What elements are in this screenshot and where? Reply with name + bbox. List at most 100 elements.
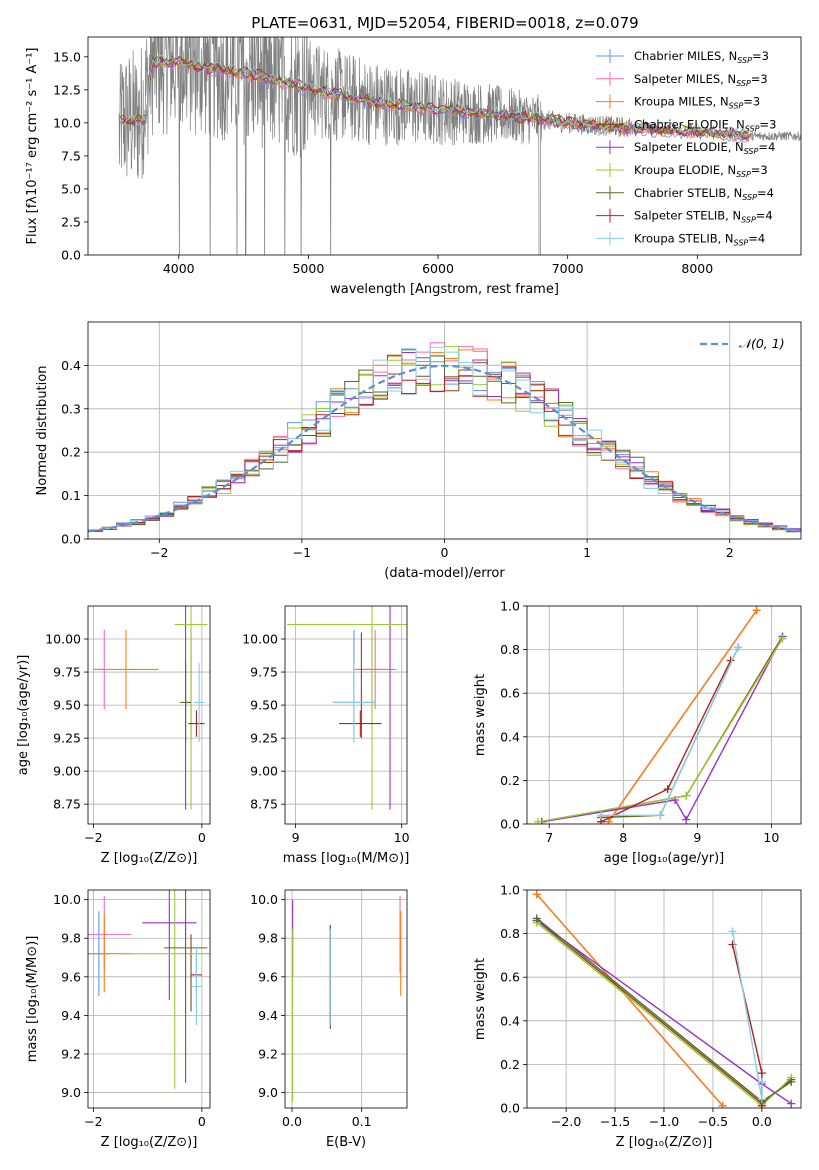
weight-line — [541, 636, 784, 823]
weight-marker — [597, 811, 606, 820]
weight-line — [541, 636, 784, 823]
x-tick-label: 0 — [198, 830, 206, 845]
panel-mass-weight-vs-age: 7 8 9 10 0.0 0.2 0.4 0.6 0.8 1.0 age [log₁₀(age/yr… — [473, 599, 802, 866]
weight-marker — [757, 1069, 766, 1078]
y-tick-label: 0.2 — [500, 773, 520, 788]
axes-frame — [526, 889, 802, 1109]
legend-entry: Chabrier ELODIE, NSSP=3 — [634, 117, 776, 133]
y-tick-label: 0.4 — [500, 729, 520, 744]
x-tick-label: 7 — [545, 830, 553, 845]
y-tick-label: 9.0 — [258, 1085, 278, 1100]
y-tick-label: 9.00 — [250, 764, 278, 779]
x-tick-label: 10 — [394, 830, 410, 845]
y-tick-label: 10.0 — [250, 892, 278, 907]
y-axis-label: Normed distribution — [35, 366, 50, 496]
legend-entry: Salpeter STELIB, NSSP=4 — [634, 209, 773, 225]
x-tick-label: 5000 — [292, 261, 324, 276]
y-tick-label: 9.2 — [61, 1046, 81, 1061]
plot-area — [118, 37, 801, 255]
plot-area — [88, 322, 801, 539]
x-tick-label: 0.0 — [752, 1114, 772, 1129]
weight-marker — [656, 811, 665, 820]
x-tick-label: −0.5 — [698, 1114, 728, 1129]
errorbar-kroupa-stelib — [193, 662, 205, 743]
model-line-kroupa-stelib — [120, 54, 750, 139]
y-tick-label: 9.4 — [258, 1008, 278, 1023]
weight-line — [601, 647, 739, 819]
y-tick-label: 0.8 — [500, 926, 520, 941]
x-tick-label: 10 — [763, 830, 779, 845]
y-tick-label: 0.2 — [61, 445, 81, 460]
x-tick-label: −2 — [84, 830, 102, 845]
legend-entry: Chabrier MILES, NSSP=3 — [634, 49, 769, 65]
x-tick-label: −1 — [293, 545, 311, 560]
y-tick-label: 0.2 — [500, 1057, 520, 1072]
axes-frame — [87, 605, 211, 825]
y-tick-label: 9.6 — [61, 969, 81, 984]
weight-series-kroupa-elodie — [534, 634, 787, 824]
y-tick-label: 0.6 — [500, 686, 520, 701]
y-tick-label: 8.75 — [250, 797, 278, 812]
histogram-salpeter-stelib — [88, 366, 801, 532]
legend: Chabrier MILES, NSSP=3 Salpeter MILES, NS… — [596, 49, 776, 247]
weight-marker — [532, 914, 541, 923]
y-tick-label: 9.8 — [258, 931, 278, 946]
plot-area — [527, 890, 801, 1108]
weight-line — [601, 647, 739, 816]
weight-marker — [787, 1099, 796, 1108]
weight-marker — [757, 1095, 766, 1104]
plot-area — [88, 606, 210, 824]
errorbar-kroupa-stelib — [332, 662, 376, 743]
y-tick-label: 9.25 — [250, 731, 278, 746]
histogram-kroupa-stelib — [88, 346, 801, 532]
axes-frame — [284, 605, 408, 825]
y-tick-label: 12.5 — [53, 82, 81, 97]
x-axis-label: E(B-V) — [326, 1135, 366, 1150]
x-tick-label: 8 — [619, 830, 627, 845]
y-tick-label: 9.6 — [258, 969, 278, 984]
legend-entry: Salpeter ELODIE, NSSP=4 — [634, 140, 775, 156]
weight-series-kroupa-miles — [532, 890, 727, 1108]
y-tick-label: 1.0 — [500, 883, 520, 898]
axes-frame — [284, 889, 408, 1109]
y-tick-label: 9.50 — [53, 698, 81, 713]
legend-entry: Chabrier STELIB, NSSP=4 — [634, 186, 774, 202]
errorbar-kroupa-miles — [93, 629, 159, 710]
y-tick-label: 9.25 — [53, 731, 81, 746]
x-tick-label: −1.0 — [649, 1114, 679, 1129]
x-tick-label: 7000 — [552, 261, 584, 276]
weight-marker — [787, 1077, 796, 1086]
y-tick-label: 10.00 — [242, 632, 278, 647]
weight-marker — [663, 785, 672, 794]
x-tick-label: −1.5 — [600, 1114, 630, 1129]
x-axis-label: age [log₁₀(age/yr)] — [604, 851, 725, 866]
y-tick-label: 0.4 — [500, 1013, 520, 1028]
x-tick-label: 8000 — [681, 261, 713, 276]
x-tick-label: 0 — [441, 545, 449, 560]
plot-area — [285, 890, 407, 1108]
weight-marker — [734, 643, 743, 652]
panel-age-vs-Z: −2 0 8.75 9.00 9.25 9.50 9.75 10.00 Z [log₁₀(Z/Z… — [16, 605, 211, 866]
y-tick-label: 0.0 — [61, 532, 81, 547]
panel-spectrum: 4000 5000 6000 7000 8000 0.0 2.5 5.0 7.5 10.0 12.5… — [25, 36, 802, 297]
legend-entry: Kroupa MILES, NSSP=3 — [634, 95, 760, 111]
errorbar-chabrier-stelib — [180, 662, 192, 743]
axes-frame — [526, 605, 802, 825]
y-tick-label: 5.0 — [61, 181, 81, 196]
panel-residual-histogram: −2 −1 0 1 2 0.0 0.1 0.2 0.3 0.4 (data-model)/error… — [35, 321, 802, 581]
x-axis-label: Z [log₁₀(Z/Z⊙)] — [101, 851, 198, 866]
y-tick-label: 10.0 — [53, 892, 81, 907]
errorbar-kroupa-elodie — [120, 890, 210, 1089]
x-tick-label: 9 — [693, 830, 701, 845]
weight-marker — [682, 791, 691, 800]
weight-marker — [752, 606, 761, 615]
y-axis-label: mass weight — [473, 674, 488, 756]
y-tick-label: 0.3 — [61, 401, 81, 416]
figure-title: PLATE=0631, MJD=52054, FIBERID=0018, z=0… — [251, 14, 638, 32]
legend-entry: Kroupa ELODIE, NSSP=3 — [634, 163, 768, 179]
x-tick-label: −2 — [84, 1114, 102, 1129]
weight-series-salpeter-elodie — [537, 632, 787, 824]
axes-frame — [87, 321, 802, 540]
y-tick-label: 1.0 — [500, 599, 520, 614]
